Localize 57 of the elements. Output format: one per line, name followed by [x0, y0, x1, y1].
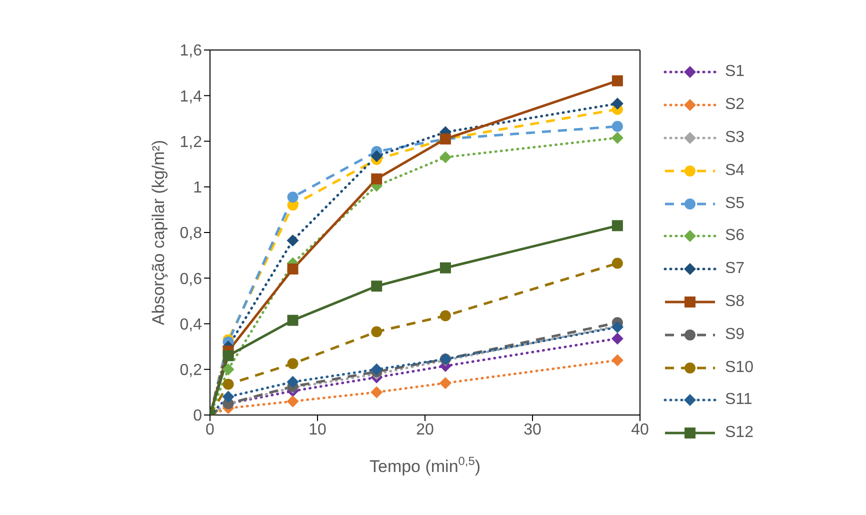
point: [287, 314, 298, 326]
x-tick-label: 0: [206, 421, 215, 438]
x-tick-label: 10: [308, 421, 326, 438]
legend-label: S5: [725, 194, 745, 213]
point: [287, 192, 298, 203]
y-tick-label: 0,8: [180, 225, 202, 242]
x-tick-label: 20: [416, 421, 434, 438]
point: [371, 173, 382, 184]
point: [222, 378, 234, 390]
legend-label: S10: [725, 358, 754, 377]
y-tick-label: 0: [193, 408, 202, 425]
y-tick-label: 0,4: [180, 316, 202, 334]
point: [440, 310, 451, 322]
point: [370, 150, 383, 162]
legend-label: S12: [725, 424, 754, 442]
y-tick-label: 1,4: [180, 88, 202, 106]
point: [222, 350, 234, 362]
legend-label: S3: [725, 128, 745, 147]
y-tick-label: 1,2: [180, 134, 202, 151]
point: [286, 376, 299, 388]
point: [612, 75, 623, 86]
point: [371, 326, 382, 338]
point: [286, 395, 299, 408]
legend-label: S6: [725, 227, 745, 246]
y-axis-title: Absorção capilar (kg/m²): [149, 140, 168, 326]
point: [370, 386, 383, 398]
point: [440, 262, 451, 274]
point: [612, 258, 623, 269]
point: [222, 363, 234, 376]
point: [439, 377, 452, 390]
legend-label: S9: [725, 326, 745, 344]
point: [287, 358, 298, 370]
y-tick-label: 1,6: [180, 42, 202, 60]
point: [611, 354, 624, 366]
x-tick-label: 40: [631, 421, 649, 438]
legend-label: S4: [725, 162, 745, 180]
legend-label: S7: [725, 260, 745, 278]
point: [286, 234, 299, 246]
legend-label: S2: [725, 96, 745, 114]
legend-label: S1: [725, 63, 745, 82]
x-axis-title: Tempo (min$^{0,5}$): [369, 454, 481, 476]
point: [287, 264, 298, 274]
y-tick-label: 0,6: [180, 270, 202, 288]
point: [611, 332, 624, 345]
point: [371, 280, 382, 292]
point: [439, 151, 452, 164]
legend-label: S11: [725, 391, 752, 410]
point: [370, 363, 383, 376]
x-tick-label: 30: [524, 421, 542, 438]
point: [222, 390, 234, 403]
point: [611, 98, 624, 110]
y-tick-label: 1: [193, 180, 202, 197]
point: [612, 220, 623, 232]
y-tick-label: 0,2: [180, 362, 202, 380]
legend-label: S8: [725, 292, 745, 311]
point: [612, 120, 623, 132]
point: [611, 132, 624, 144]
